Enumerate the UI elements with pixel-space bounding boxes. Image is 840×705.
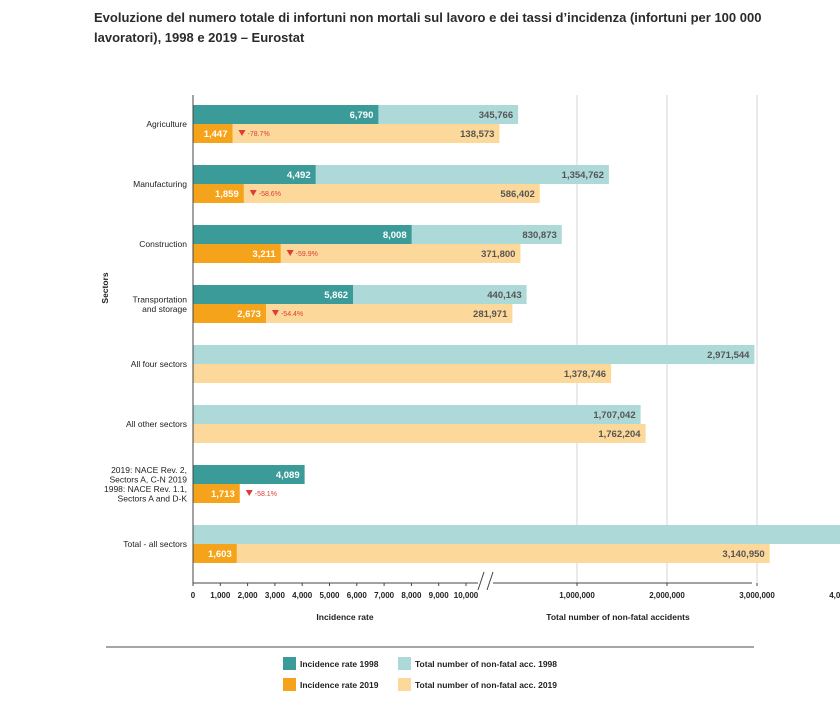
total-1998-bar (193, 525, 840, 544)
rate-2019-bar (193, 244, 281, 263)
rate-1998-label: 6,790 (350, 110, 374, 121)
x-tick-label: 8,000 (401, 591, 422, 600)
total-1998-label: 345,766 (479, 110, 513, 121)
category-label: Manufacturing (133, 179, 187, 189)
total-2019-label: 281,971 (473, 309, 508, 320)
change-label: -58.1% (255, 491, 277, 498)
x-axis-label-left: Incidence rate (316, 612, 373, 622)
legend-swatch (398, 678, 411, 691)
total-1998-bar (193, 345, 755, 364)
category-label: All four sectors (131, 359, 187, 369)
category-label: Sectors A and D-K (118, 493, 188, 503)
x-tick-label: 3,000,000 (739, 591, 775, 600)
rate-1998-label: 4,089 (276, 470, 300, 481)
total-2019-bar (193, 184, 540, 203)
decline-triangle-icon (286, 250, 294, 256)
rate-2019-label: 2,673 (237, 309, 261, 320)
x-tick-label: 4,000 (292, 591, 313, 600)
category-label: 1998: NACE Rev. 1.1, (104, 484, 187, 494)
legend-label: Total number of non-fatal acc. 1998 (415, 659, 557, 669)
rate-1998-bar (193, 225, 412, 244)
category-label: Sectors A, C-N 2019 (110, 474, 188, 484)
x-tick-label: 2,000,000 (649, 591, 685, 600)
x-tick-label: 3,000 (265, 591, 286, 600)
rate-1998-bar (193, 465, 305, 484)
rate-1998-bar (193, 105, 379, 124)
total-1998-label: 440,143 (487, 290, 521, 301)
legend-swatch (283, 657, 296, 670)
category-label: 2019: NACE Rev. 2, (111, 465, 187, 475)
total-2019-label: 138,573 (460, 129, 494, 140)
chart-title: Evoluzione del numero totale di infortun… (94, 10, 762, 45)
total-2019-label: 371,800 (481, 249, 515, 260)
decline-triangle-icon (249, 190, 257, 196)
x-axis-label-right: Total number of non-fatal accidents (546, 612, 690, 622)
total-2019-bar (193, 124, 500, 143)
total-2019-bar (193, 424, 646, 443)
total-1998-label: 830,873 (522, 230, 556, 241)
category-label: Total - all sectors (123, 539, 187, 549)
rate-2019-label: 3,211 (252, 249, 276, 260)
category-label: All other sectors (126, 419, 187, 429)
decline-triangle-icon (271, 310, 279, 316)
x-tick-label: 5,000 (319, 591, 340, 600)
axis-break-icon (477, 571, 494, 591)
rate-2019-bar (193, 304, 266, 323)
rate-1998-label: 4,492 (287, 170, 311, 181)
legend-label: Incidence rate 2019 (300, 680, 379, 690)
total-1998-bar (193, 405, 641, 424)
x-tick-label: 1,000 (210, 591, 231, 600)
rate-2019-label: 1,447 (204, 129, 228, 140)
x-tick-label: 10,000 (454, 591, 479, 600)
category-label: Construction (139, 239, 187, 249)
y-axis-label: Sectors (100, 272, 110, 303)
change-label: -78.7% (248, 131, 270, 138)
rate-2019-bar (193, 544, 237, 563)
total-2019-label: 1,378,746 (564, 369, 606, 380)
rate-2019-bar (193, 184, 244, 203)
rate-2019-label: 1,603 (208, 549, 232, 560)
change-label: -58.6% (259, 191, 281, 198)
x-tick-label: 2,000 (238, 591, 259, 600)
change-label: -59.9% (296, 251, 318, 258)
change-label: -54.4% (281, 311, 303, 318)
total-2019-label: 3,140,950 (722, 549, 764, 560)
rate-1998-label: 8,008 (383, 230, 407, 241)
total-1998-label: 1,707,042 (593, 410, 635, 421)
rate-1998-label: 5,862 (324, 290, 348, 301)
rate-1998-bar (193, 165, 316, 184)
rate-1998-bar (193, 285, 354, 304)
legend-swatch (283, 678, 296, 691)
rate-2019-label: 1,859 (215, 189, 239, 200)
category-label: Agriculture (146, 119, 187, 129)
decline-triangle-icon (238, 130, 246, 136)
x-tick-label: 1,000,000 (559, 591, 595, 600)
x-tick-label: 0 (191, 591, 196, 600)
legend-label: Incidence rate 1998 (300, 659, 379, 669)
rate-2019-bar (193, 484, 240, 503)
legend-label: Total number of non-fatal acc. 2019 (415, 680, 557, 690)
total-2019-bar (193, 304, 513, 323)
x-tick-label: 9,000 (429, 591, 450, 600)
x-tick-label: 6,000 (347, 591, 368, 600)
total-2019-bar (193, 364, 612, 383)
total-2019-bar (193, 544, 770, 563)
rate-2019-bar (193, 124, 233, 143)
total-1998-label: 2,971,544 (707, 350, 750, 361)
category-label: and storage (142, 304, 187, 314)
total-1998-label: 1,354,762 (562, 170, 604, 181)
decline-triangle-icon (245, 490, 253, 496)
x-tick-label: 7,000 (374, 591, 395, 600)
total-2019-label: 1,762,204 (598, 429, 641, 440)
rate-2019-label: 1,713 (211, 489, 235, 500)
x-tick-label: 4,000,000 (829, 591, 840, 600)
total-2019-label: 586,402 (500, 189, 534, 200)
legend-swatch (398, 657, 411, 670)
category-label: Transportation (133, 294, 188, 304)
